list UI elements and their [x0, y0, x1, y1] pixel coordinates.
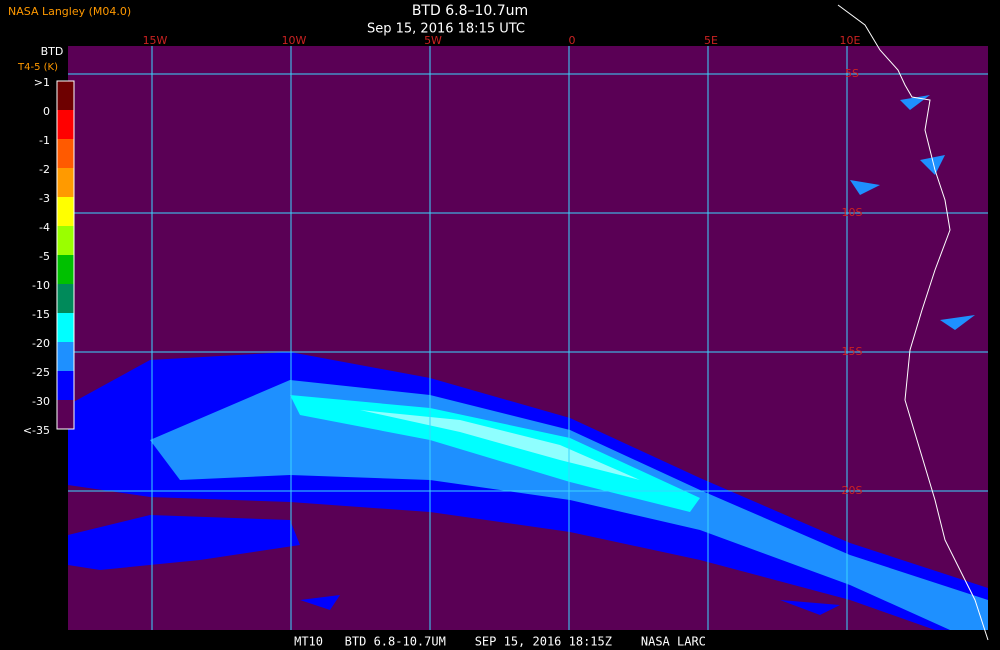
lon-label: 15W	[143, 34, 168, 47]
lon-label: 5W	[424, 34, 442, 47]
graticule	[68, 46, 988, 630]
colorbar-bin	[57, 139, 74, 168]
colorbar-bin	[57, 255, 74, 284]
datetime: Sep 15, 2016 18:15 UTC	[367, 22, 525, 37]
colorbar-bin	[57, 197, 74, 226]
lat-label: 15S	[842, 345, 863, 358]
colorbar-label: -15	[32, 308, 50, 321]
lat-label: 5S	[845, 67, 859, 80]
colorbar-frame	[56, 80, 75, 430]
title: BTD 6.8–10.7um	[412, 3, 528, 19]
colorbar-bin	[57, 342, 74, 371]
colorbar-label: -1	[39, 134, 50, 147]
lat-label: 10S	[842, 206, 863, 219]
colorbar-label: <-35	[23, 424, 50, 437]
colorbar-label: -2	[39, 163, 50, 176]
colorbar-label: -30	[32, 395, 50, 408]
lon-label: 5E	[704, 34, 718, 47]
colorbar-label: 0	[43, 105, 50, 118]
footer: MT10 BTD 6.8-10.7UM SEP 15, 2016 18:15Z …	[294, 635, 706, 649]
colorbar-bin	[57, 110, 74, 139]
colorbar-label: -5	[39, 250, 50, 263]
colorbar-title: BTD	[41, 45, 64, 58]
colorbar-label: -3	[39, 192, 50, 205]
lon-label: 10E	[840, 34, 861, 47]
colorbar-bin	[57, 81, 74, 110]
colorbar-bin	[57, 313, 74, 342]
lon-label: 10W	[282, 34, 307, 47]
colorbar-label: -20	[32, 337, 50, 350]
coastline	[837, 4, 989, 641]
colorbar-bin	[57, 284, 74, 313]
source-label: NASA Langley (M04.0)	[8, 5, 131, 18]
lat-label: 20S	[842, 484, 863, 497]
colorbar-label: -10	[32, 279, 50, 292]
colorbar-units: T4-5 (K)	[17, 62, 58, 73]
colorbar-label: -4	[39, 221, 50, 234]
colorbar-bin	[57, 226, 74, 255]
colorbar-bin	[57, 168, 74, 197]
colorbar-label: >1	[34, 76, 50, 89]
colorbar-label: -25	[32, 366, 50, 379]
lon-label: 0	[569, 34, 576, 47]
colorbar-bin	[57, 400, 74, 429]
colorbar: >1 0 -1 -2 -3 -4 -5 -10 -15 -20 -25 -30 <-35	[23, 76, 75, 437]
colorbar-bin	[57, 371, 74, 400]
